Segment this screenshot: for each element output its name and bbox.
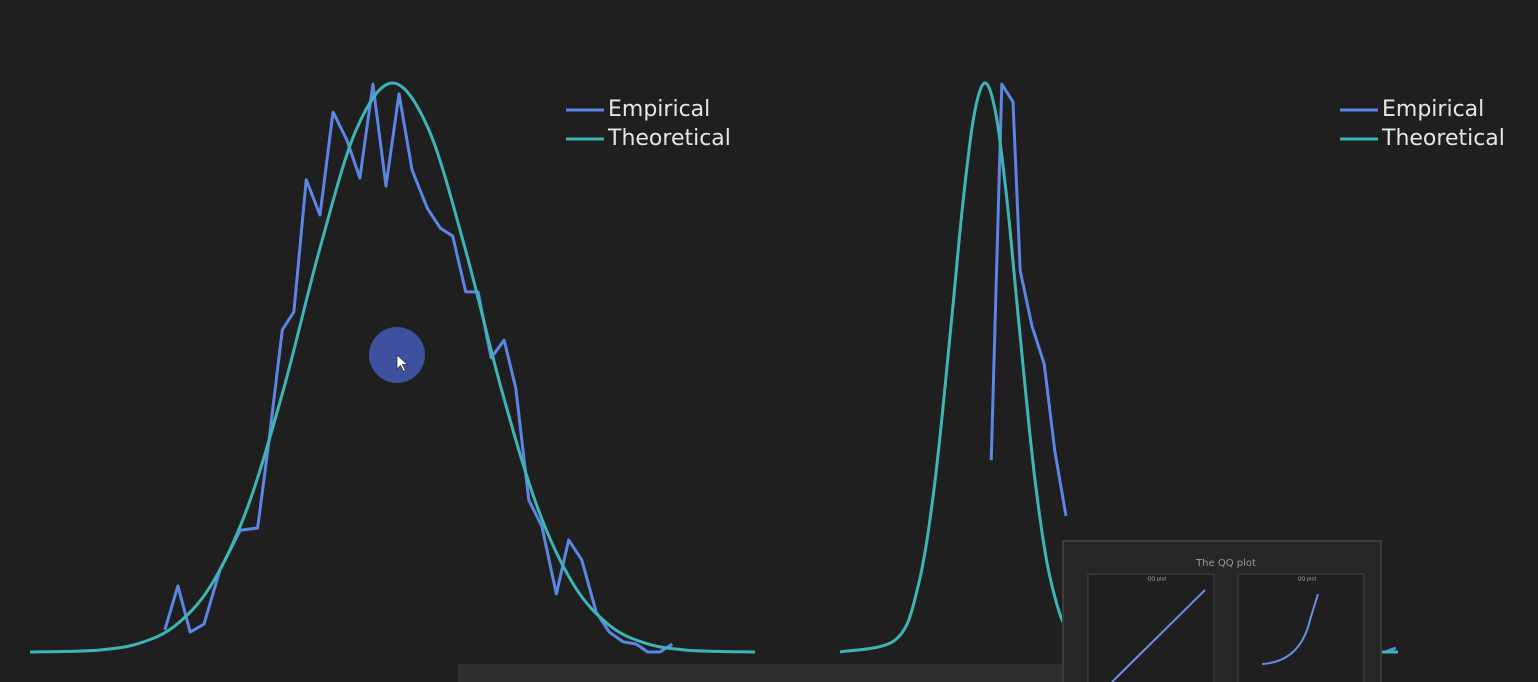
line-empirical <box>163 82 674 654</box>
caption-box <box>458 664 1062 682</box>
legend-label: Theoretical <box>1381 126 1505 151</box>
cursor <box>396 354 409 373</box>
inset-line <box>1261 593 1319 665</box>
inset-panel-title: QQ plot <box>1147 577 1166 583</box>
inset-panel <box>1237 573 1365 682</box>
inset-panel-title: QQ plot <box>1297 577 1316 583</box>
line-theoretical <box>29 81 756 654</box>
inset-line <box>1111 589 1206 682</box>
inset-title: The QQ plot <box>1195 558 1256 569</box>
legend-label: Empirical <box>608 97 710 122</box>
inset: The QQ plot QQ plot QQ plot <box>1062 540 1382 682</box>
legend-label: Empirical <box>1382 97 1484 122</box>
inset-panel <box>1087 573 1215 682</box>
line-empirical <box>989 82 1068 517</box>
legend-label: Theoretical <box>607 126 731 151</box>
